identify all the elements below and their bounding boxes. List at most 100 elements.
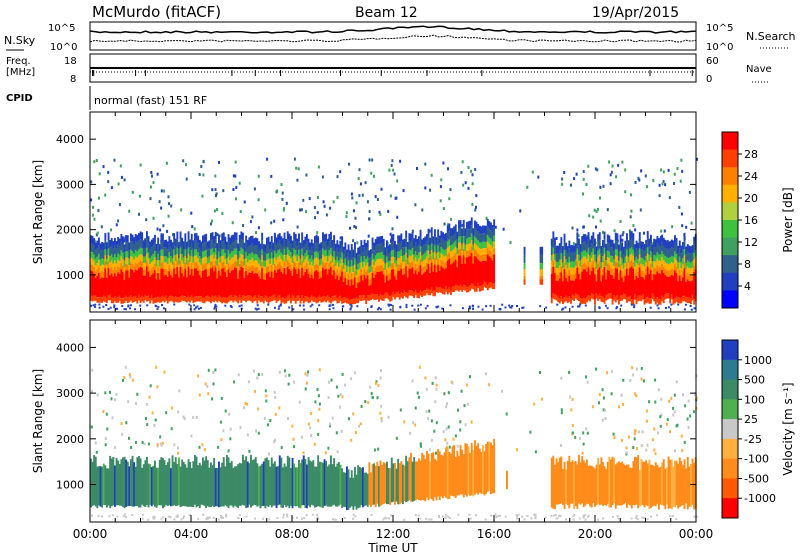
velocity-echo-point (457, 408, 459, 412)
velocity-echo-point (268, 452, 270, 456)
power-echo-column (109, 256, 112, 263)
power-echo-column (611, 256, 614, 263)
power-echo-column (210, 297, 212, 304)
power-echo-point (470, 169, 473, 173)
velocity-echo-column (258, 466, 260, 506)
power-echo-column (258, 270, 260, 277)
power-echo-column (562, 275, 564, 282)
power-echo-column (165, 275, 168, 296)
velocity-echo-point (307, 370, 310, 374)
power-echo-column (646, 231, 649, 239)
power-echo-column (474, 220, 476, 229)
velocity-colorbar-segment (722, 359, 738, 381)
velocity-echo-column (274, 461, 276, 506)
velocity-echo-point (128, 436, 130, 440)
power-echo-column (653, 267, 656, 274)
power-echo-column (93, 260, 96, 268)
power-echo-column (619, 251, 622, 258)
power-echo-column (197, 258, 200, 265)
velocity-echo-point (601, 388, 604, 392)
power-echo-column (358, 254, 361, 263)
power-echo-column (600, 296, 603, 302)
power-echo-column (618, 299, 620, 305)
power-echo-column (560, 272, 563, 297)
freq-tick-low: 8 (70, 74, 76, 85)
power-echo-column (298, 256, 300, 263)
power-echo-column (606, 242, 609, 251)
power-echo-point (370, 171, 373, 175)
power-echo-column (365, 259, 368, 266)
velocity-echo-point (222, 429, 225, 433)
velocity-echo-point (128, 373, 131, 376)
nsky-label: N.Sky (4, 34, 36, 47)
power-echo-column (272, 271, 275, 278)
velocity-echo-point (539, 371, 541, 374)
power-echo-column (429, 254, 432, 261)
power-echo-column (117, 237, 120, 245)
power-echo-column (301, 232, 304, 241)
velocity-echo-column (157, 467, 160, 506)
power-echo-column (667, 264, 670, 271)
velocity-echo-point (198, 445, 201, 449)
power-echo-column (419, 246, 422, 253)
power-echo-column (635, 248, 638, 257)
velocity-ground-scatter (643, 517, 646, 520)
velocity-echo-point (136, 392, 139, 396)
power-echo-point (662, 170, 665, 174)
power-echo-point (393, 172, 396, 176)
velocity-ground-scatter (444, 516, 447, 519)
power-echo-column (659, 238, 662, 246)
power-echo-column (219, 240, 222, 248)
power-echo-column (206, 257, 209, 265)
power-echo-column (467, 244, 470, 251)
power-echo-column (558, 250, 561, 260)
power-echo-column (333, 235, 336, 243)
power-echo-column (214, 267, 217, 296)
power-echo-column (149, 276, 152, 299)
power-echo-column (155, 260, 158, 267)
power-echo-column (235, 261, 238, 268)
velocity-echo-point (428, 448, 431, 452)
power-echo-column (290, 298, 292, 304)
power-echo-column (627, 269, 630, 276)
power-echo-column (642, 258, 644, 265)
power-echo-column (184, 296, 187, 302)
velocity-echo-column (466, 443, 468, 497)
power-echo-column (416, 261, 419, 268)
power-echo-column (218, 264, 220, 271)
power-echo-column (128, 277, 131, 297)
power-ground-scatter (405, 306, 408, 309)
power-echo-column (654, 255, 657, 262)
power-echo-column (656, 236, 659, 244)
power-echo-column (150, 239, 153, 248)
power-echo-column (454, 232, 457, 241)
power-echo-column (238, 257, 241, 264)
power-echo-column (370, 265, 372, 272)
power-echo-column (301, 261, 304, 268)
power-echo-point (439, 185, 442, 189)
power-echo-column (440, 259, 443, 267)
velocity-ground-scatter (617, 517, 620, 520)
velocity-ground-scatter (188, 514, 191, 517)
velocity-echo-column (349, 477, 352, 508)
power-echo-column (586, 244, 588, 253)
power-echo-column (205, 241, 208, 251)
power-echo-column (299, 271, 302, 278)
power-echo-column (651, 267, 654, 274)
power-ground-scatter (107, 308, 110, 310)
velocity-ground-scatter (495, 516, 498, 519)
velocity-echo-point (603, 408, 606, 412)
velocity-ground-scatter (602, 517, 604, 520)
power-echo-column (682, 249, 684, 259)
velocity-echo-column (605, 468, 608, 506)
power-echo-column (648, 261, 651, 268)
power-echo-column (152, 245, 155, 255)
power-echo-column (467, 237, 470, 244)
power-ground-scatter (238, 305, 241, 308)
power-echo-column (398, 270, 401, 295)
power-echo-column (290, 258, 292, 265)
power-echo-column (430, 249, 433, 257)
power-echo-column (486, 284, 489, 291)
power-echo-column (485, 254, 488, 261)
power-echo-column (165, 268, 168, 275)
